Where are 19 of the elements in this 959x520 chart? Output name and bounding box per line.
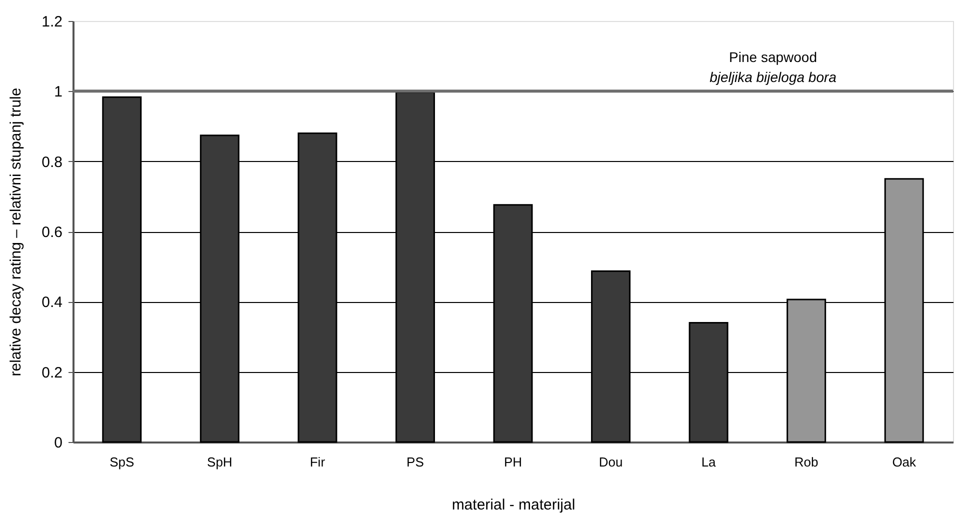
x-tick-label: SpH [207,454,232,470]
y-axis-title: relative decay rating – relativni stupanj trule [8,88,25,376]
x-tick-label: SpS [110,454,134,470]
y-tick-label: 0.4 [42,294,62,312]
x-axis-title: material - materijal [452,496,576,514]
x-tick-label: Oak [892,454,917,470]
x-tick-label: PH [504,454,522,470]
y-tick-label: 1.2 [42,14,62,30]
y-tick-label: 0 [54,434,62,452]
x-tick-label: Rob [794,454,818,470]
x-tick-label: PS [406,454,424,470]
y-tick-label: 0.2 [42,364,62,382]
x-tick-label: Fir [310,454,326,470]
ref-line-label: Pine sapwood bjeljika bijeloga bora [710,49,837,86]
x-tick-label: Dou [598,454,623,470]
y-tick-label: 1 [54,84,62,101]
y-tick-label: 0.6 [42,224,62,241]
y-tick-label: 0.8 [42,154,62,171]
x-tick-label: La [701,454,717,470]
